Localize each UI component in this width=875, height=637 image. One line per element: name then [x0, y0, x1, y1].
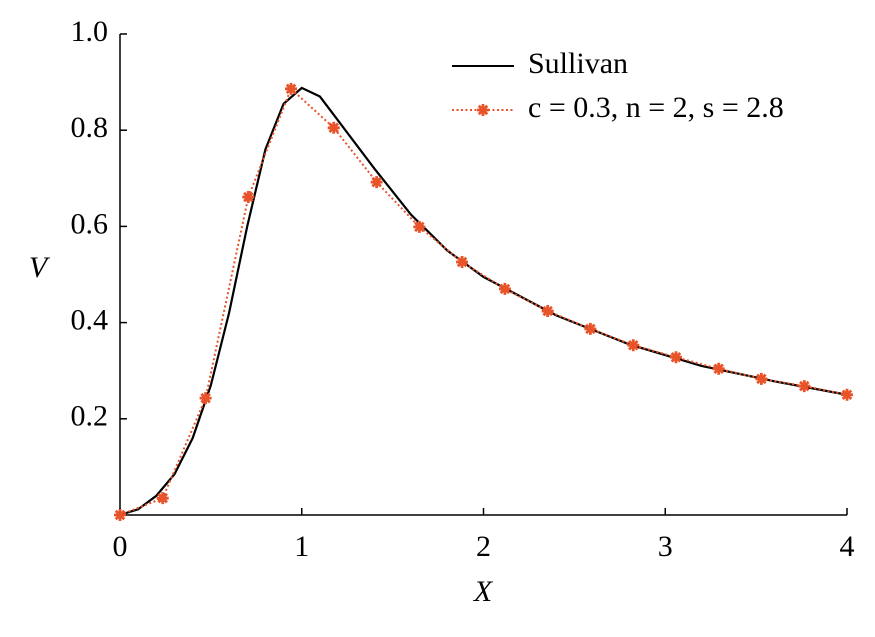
marker	[541, 305, 554, 318]
marker	[584, 322, 597, 335]
marker	[156, 492, 169, 505]
y-tick-label: 0.4	[71, 303, 109, 336]
legend-label: Sullivan	[528, 47, 628, 80]
marker	[498, 282, 511, 295]
marker	[712, 362, 725, 375]
marker	[199, 392, 212, 405]
marker	[114, 509, 126, 521]
marker	[285, 82, 298, 95]
y-tick-label: 0.2	[71, 400, 109, 433]
x-axis-label: X	[473, 575, 494, 608]
marker	[327, 121, 340, 134]
y-tick-label: 1.0	[71, 15, 109, 48]
series-line	[119, 87, 848, 516]
x-tick-label: 1	[294, 530, 309, 563]
x-tick-label: 0	[113, 530, 128, 563]
marker	[627, 339, 640, 352]
x-tick-label: 4	[840, 530, 855, 563]
y-tick-label: 0.6	[71, 207, 109, 240]
marker	[413, 220, 426, 233]
marker	[242, 191, 255, 204]
marker	[755, 372, 768, 385]
x-tick-label: 2	[476, 530, 491, 563]
x-tick-label: 3	[658, 530, 673, 563]
y-tick-label: 0.8	[71, 111, 109, 144]
legend-marker	[477, 104, 489, 116]
marker	[456, 255, 469, 268]
y-axis-label: V	[29, 251, 51, 284]
series-line	[119, 86, 848, 517]
legend-label: c = 0.3, n = 2, s = 2.8	[528, 91, 784, 124]
marker	[798, 380, 811, 393]
marker	[841, 388, 853, 401]
marker	[669, 351, 682, 364]
marker	[370, 176, 383, 189]
